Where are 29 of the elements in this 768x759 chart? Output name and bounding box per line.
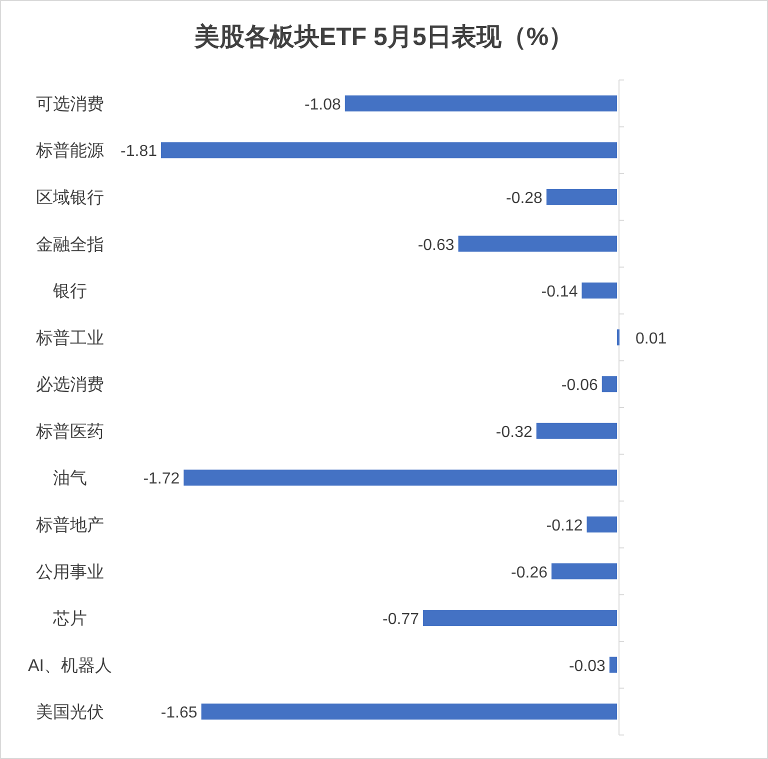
category: 油气: [53, 468, 87, 488]
data-label: -0.06: [561, 377, 598, 394]
category: 区域银行: [36, 188, 104, 207]
data-label: -0.63: [418, 236, 454, 254]
data-label: -0.12: [546, 517, 583, 534]
category: 标普能源: [36, 141, 104, 160]
data-label: -1.08: [304, 96, 341, 114]
category: 美国光伏: [36, 702, 104, 722]
data-label: -0.14: [541, 284, 578, 301]
data-label: -0.28: [506, 190, 542, 207]
data-label: -0.77: [382, 611, 419, 628]
data-label: -0.26: [511, 564, 548, 582]
category: 金融全指: [36, 234, 104, 254]
category: 芯片: [53, 609, 87, 628]
category: AI、机器人: [28, 656, 112, 675]
data-label: -1.81: [120, 143, 157, 160]
category: 标普地产: [36, 515, 104, 534]
category: 标普工业: [36, 328, 104, 348]
category: 银行: [53, 282, 87, 301]
data-label: 0.01: [636, 330, 667, 348]
title: 美股各板块ETF 5月5日表现（%）: [194, 23, 574, 51]
data-label: -0.32: [496, 424, 532, 441]
category: 可选消费: [36, 94, 104, 114]
category: 公用事业: [36, 562, 104, 582]
data-label: -1.72: [143, 470, 180, 488]
data-label: -1.65: [160, 704, 198, 722]
data-label: -0.03: [568, 658, 606, 675]
category: 必选消费: [36, 375, 104, 394]
category: 标普医药: [36, 422, 104, 441]
